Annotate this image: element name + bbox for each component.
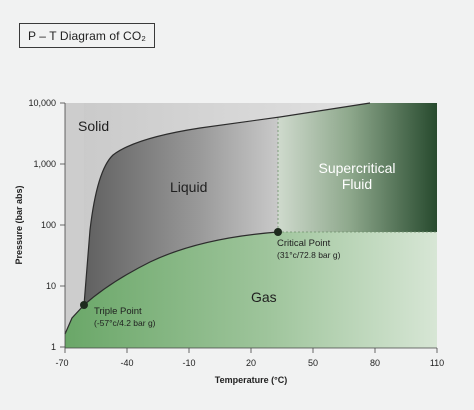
y-tick-label: 100 — [41, 220, 56, 230]
gas-label: Gas — [251, 289, 277, 305]
triple-point-marker — [80, 301, 88, 309]
y-tick-label: 10,000 — [28, 98, 56, 108]
sublimation-curve — [64, 304, 85, 335]
diagram-title: P – T Diagram of CO₂ — [19, 23, 155, 48]
supercritical-label-line1: Supercritical — [318, 160, 395, 176]
x-tick-label: -10 — [182, 358, 195, 368]
vaporization-curve — [83, 231, 279, 306]
triple-point-detail: (-57°c/4.2 bar g) — [94, 318, 156, 328]
solid-label: Solid — [78, 118, 109, 134]
x-tick-label: 20 — [246, 358, 256, 368]
y-tick-label: 1,000 — [33, 159, 56, 169]
x-tick-label: -70 — [55, 358, 68, 368]
liquid-label: Liquid — [170, 179, 207, 195]
y-ticks: 10,000 1,000 100 10 1 — [28, 98, 65, 352]
y-tick-label: 10 — [46, 281, 56, 291]
triple-point-label: Triple Point — [94, 306, 142, 317]
solid-region-left — [65, 103, 84, 334]
x-tick-label: 110 — [430, 358, 444, 368]
critical-point-detail: (31°c/72.8 bar g) — [277, 250, 341, 260]
gas-region — [65, 232, 437, 348]
liquid-region — [84, 118, 278, 305]
critical-point-label: Critical Point — [277, 238, 331, 249]
x-tick-label: 50 — [308, 358, 318, 368]
critical-point-marker — [274, 228, 282, 236]
solid-region — [65, 103, 437, 334]
supercritical-region — [278, 103, 437, 232]
x-ticks: -70 -40 -10 20 50 80 110 — [55, 348, 444, 368]
y-axis-title: Pressure (bar abs) — [14, 185, 24, 264]
melting-curve — [83, 102, 371, 306]
x-axis-title: Temperature (°C) — [215, 375, 287, 385]
supercritical-label-line2: Fluid — [342, 176, 372, 192]
x-tick-label: -40 — [120, 358, 133, 368]
x-tick-label: 80 — [370, 358, 380, 368]
y-tick-label: 1 — [51, 342, 56, 352]
